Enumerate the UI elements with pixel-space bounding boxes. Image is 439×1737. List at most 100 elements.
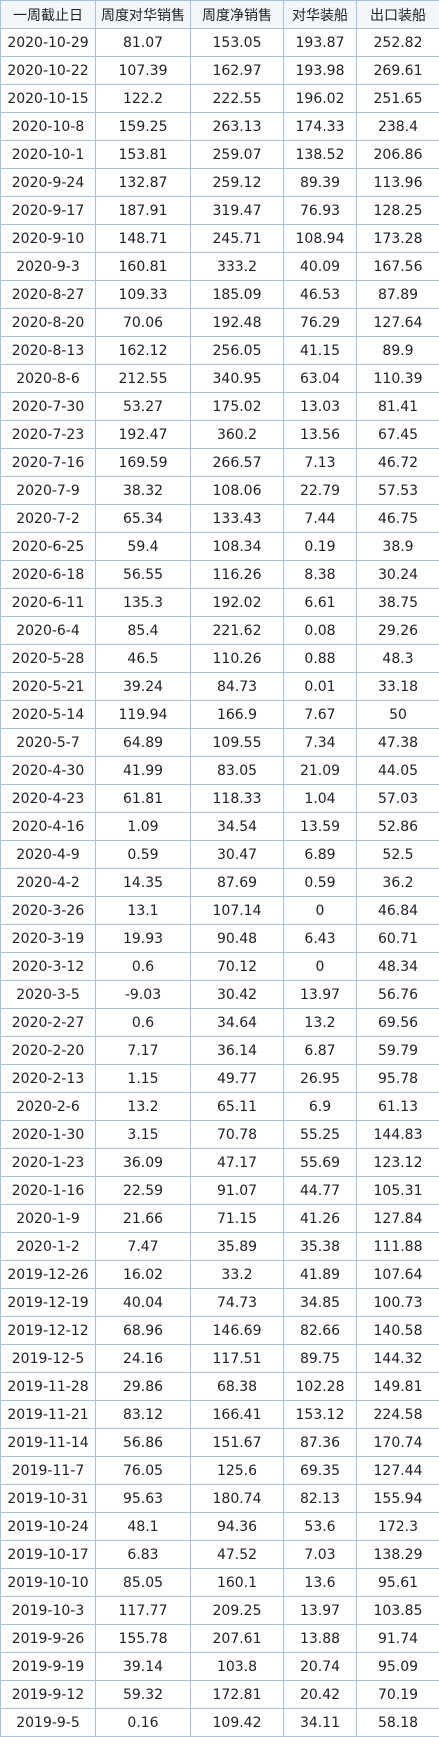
date-cell: 2020-5-21 — [0, 672, 96, 701]
value-cell: 59.79 — [356, 1036, 439, 1065]
date-cell: 2020-5-14 — [0, 700, 96, 729]
value-cell: 0.08 — [283, 616, 357, 645]
value-cell: 48.3 — [356, 644, 439, 673]
value-cell: 166.9 — [190, 700, 284, 729]
value-cell: 87.69 — [190, 868, 284, 897]
header-row: 一周截止日 周度对华销售 周度净销售 对华装船 出口装船 — [0, 0, 439, 29]
date-cell: 2019-11-28 — [0, 1372, 96, 1401]
header-cell: 周度净销售 — [190, 0, 284, 29]
value-cell: 117.51 — [190, 1344, 284, 1373]
table-row: 2020-6-11 135.3 192.02 6.61 38.75 — [0, 588, 439, 617]
value-cell: 20.74 — [283, 1652, 357, 1681]
value-cell: 95.09 — [356, 1652, 439, 1681]
date-cell: 2020-4-2 — [0, 868, 96, 897]
value-cell: 50 — [356, 700, 439, 729]
date-cell: 2020-10-22 — [0, 56, 96, 85]
date-cell: 2020-7-30 — [0, 392, 96, 421]
value-cell: 67.45 — [356, 420, 439, 449]
date-cell: 2020-10-8 — [0, 112, 96, 141]
table-row: 2020-10-29 81.07 153.05 193.87 252.82 — [0, 28, 439, 57]
value-cell: 319.47 — [190, 196, 284, 225]
value-cell: 132.87 — [95, 168, 191, 197]
value-cell: 0.01 — [283, 672, 357, 701]
table-row: 2019-9-19 39.14 103.8 20.74 95.09 — [0, 1652, 439, 1681]
value-cell: 89.9 — [356, 336, 439, 365]
date-cell: 2020-9-3 — [0, 252, 96, 281]
value-cell: 133.43 — [190, 504, 284, 533]
value-cell: 65.11 — [190, 1092, 284, 1121]
value-cell: 13.1 — [95, 896, 191, 925]
date-cell: 2020-10-15 — [0, 84, 96, 113]
value-cell: 57.53 — [356, 476, 439, 505]
value-cell: -9.03 — [95, 980, 191, 1009]
value-cell: 52.5 — [356, 840, 439, 869]
value-cell: 100.73 — [356, 1288, 439, 1317]
value-cell: 144.83 — [356, 1120, 439, 1149]
value-cell: 166.41 — [190, 1400, 284, 1429]
value-cell: 110.39 — [356, 364, 439, 393]
value-cell: 110.26 — [190, 644, 284, 673]
value-cell: 1.09 — [95, 812, 191, 841]
table-row: 2020-7-9 38.32 108.06 22.79 57.53 — [0, 476, 439, 505]
value-cell: 71.15 — [190, 1204, 284, 1233]
date-cell: 2019-11-7 — [0, 1456, 96, 1485]
value-cell: 13.88 — [283, 1624, 357, 1653]
value-cell: 140.58 — [356, 1316, 439, 1345]
value-cell: 3.15 — [95, 1120, 191, 1149]
value-cell: 30.42 — [190, 980, 284, 1009]
value-cell: 22.59 — [95, 1176, 191, 1205]
table-row: 2020-9-17 187.91 319.47 76.93 128.25 — [0, 196, 439, 225]
value-cell: 7.13 — [283, 448, 357, 477]
value-cell: 148.71 — [95, 224, 191, 253]
date-cell: 2020-4-9 — [0, 840, 96, 869]
value-cell: 46.53 — [283, 280, 357, 309]
table-row: 2020-7-16 169.59 266.57 7.13 46.72 — [0, 448, 439, 477]
value-cell: 13.03 — [283, 392, 357, 421]
value-cell: 38.75 — [356, 588, 439, 617]
value-cell: 85.05 — [95, 1568, 191, 1597]
value-cell: 153.05 — [190, 28, 284, 57]
value-cell: 269.61 — [356, 56, 439, 85]
value-cell: 34.85 — [283, 1288, 357, 1317]
value-cell: 0.6 — [95, 1008, 191, 1037]
date-cell: 2020-1-9 — [0, 1204, 96, 1233]
value-cell: 221.62 — [190, 616, 284, 645]
value-cell: 87.89 — [356, 280, 439, 309]
value-cell: 162.12 — [95, 336, 191, 365]
value-cell: 48.1 — [95, 1512, 191, 1541]
value-cell: 41.99 — [95, 756, 191, 785]
value-cell: 76.05 — [95, 1456, 191, 1485]
value-cell: 6.9 — [283, 1092, 357, 1121]
date-cell: 2019-9-12 — [0, 1680, 96, 1709]
date-cell: 2019-10-31 — [0, 1484, 96, 1513]
value-cell: 266.57 — [190, 448, 284, 477]
date-cell: 2019-12-5 — [0, 1344, 96, 1373]
value-cell: 47.52 — [190, 1540, 284, 1569]
value-cell: 33.2 — [190, 1260, 284, 1289]
value-cell: 53.27 — [95, 392, 191, 421]
value-cell: 55.25 — [283, 1120, 357, 1149]
date-cell: 2020-7-23 — [0, 420, 96, 449]
value-cell: 70.06 — [95, 308, 191, 337]
value-cell: 7.67 — [283, 700, 357, 729]
header-cell: 对华装船 — [283, 0, 357, 29]
date-cell: 2020-4-16 — [0, 812, 96, 841]
table-row: 2020-9-3 160.81 333.2 40.09 167.56 — [0, 252, 439, 281]
value-cell: 6.87 — [283, 1036, 357, 1065]
table-body: 2020-10-29 81.07 153.05 193.87 252.82 2020-10… — [0, 28, 439, 1737]
value-cell: 0.6 — [95, 952, 191, 981]
table-row: 2020-8-6 212.55 340.95 63.04 110.39 — [0, 364, 439, 393]
value-cell: 144.32 — [356, 1344, 439, 1373]
value-cell: 56.55 — [95, 560, 191, 589]
value-cell: 61.81 — [95, 784, 191, 813]
value-cell: 111.88 — [356, 1232, 439, 1261]
date-cell: 2020-4-23 — [0, 784, 96, 813]
value-cell: 70.12 — [190, 952, 284, 981]
value-cell: 76.29 — [283, 308, 357, 337]
value-cell: 151.67 — [190, 1428, 284, 1457]
date-cell: 2019-12-12 — [0, 1316, 96, 1345]
table-row: 2020-3-26 13.1 107.14 0 46.84 — [0, 896, 439, 925]
value-cell: 135.3 — [95, 588, 191, 617]
value-cell: 172.81 — [190, 1680, 284, 1709]
